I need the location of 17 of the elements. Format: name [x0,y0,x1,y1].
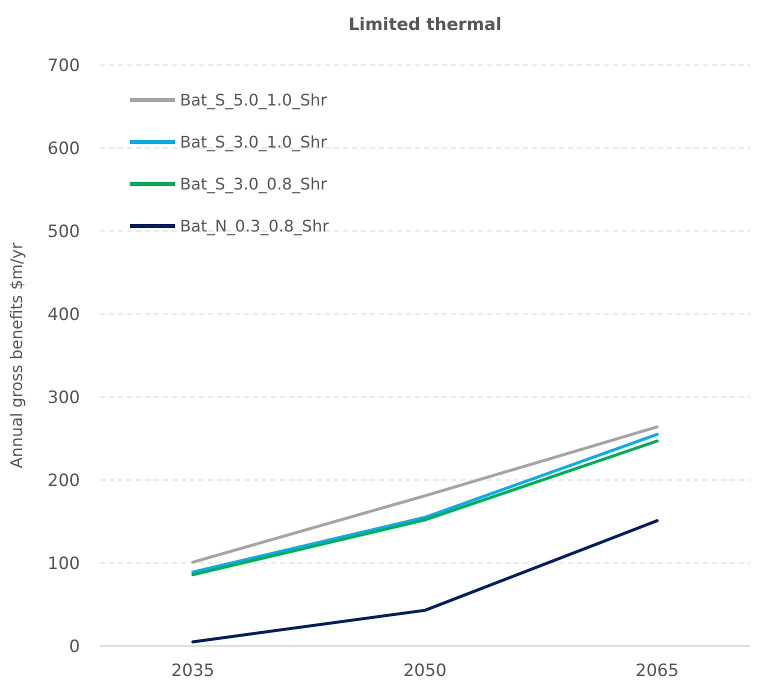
y-tick-label: 0 [69,636,80,657]
legend-label: Bat_S_3.0_1.0_Shr [180,132,328,152]
chart-title: Limited thermal [348,15,502,35]
y-tick-label: 400 [48,304,80,325]
y-tick-label: 100 [48,554,80,574]
x-tick-label: 2065 [636,661,679,681]
y-axis-title: Annual gross benefits $m/yr [7,242,26,468]
legend-label: Bat_S_5.0_1.0_Shr [180,90,328,110]
y-tick-label: 200 [48,470,80,491]
x-tick-label: 2035 [171,661,214,681]
y-tick-label: 300 [48,388,80,408]
x-tick-label: 2050 [403,661,447,681]
legend-label: Bat_S_3.0_0.8_Shr [180,174,328,194]
y-tick-label: 500 [48,222,80,242]
legend-label: Bat_N_0.3_0.8_Shr [180,216,330,236]
y-tick-label: 700 [48,56,80,76]
y-tick-label: 600 [48,138,80,159]
